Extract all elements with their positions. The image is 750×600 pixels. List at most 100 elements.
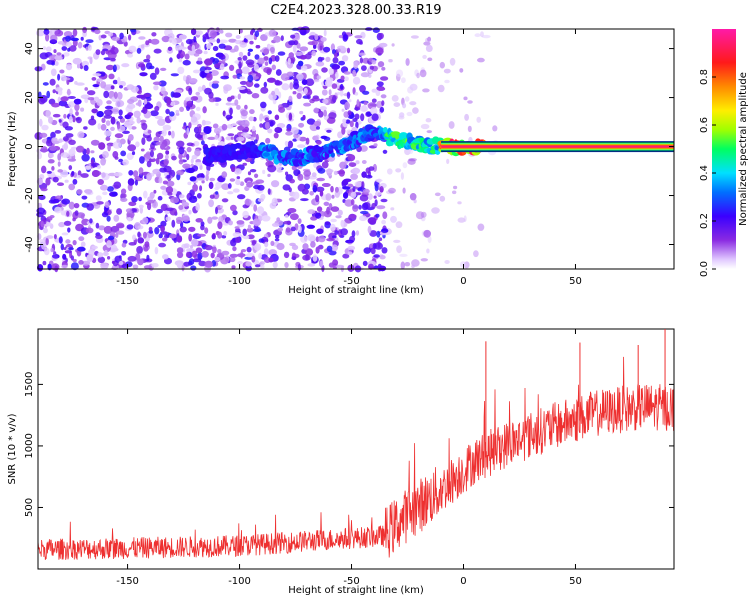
heatmap-cell xyxy=(317,206,323,212)
heatmap-cell xyxy=(307,94,311,100)
heatmap-cell xyxy=(95,49,101,55)
heatmap-cell xyxy=(373,195,377,199)
heatmap-cell xyxy=(97,256,106,264)
heatmap-cell xyxy=(307,263,316,267)
heatmap-cell xyxy=(68,165,73,171)
heatmap-cell xyxy=(402,103,407,109)
ridge-cell xyxy=(334,140,340,145)
heatmap-cell xyxy=(276,217,281,222)
heatmap-cell xyxy=(64,250,72,254)
heatmap-cell xyxy=(170,196,180,204)
spectrogram-panel: -150 -100 -50 0 50 -40 -20 0 20 40 Height of str… xyxy=(7,26,675,296)
heatmap-cell xyxy=(160,231,168,235)
heatmap-cell xyxy=(83,126,88,130)
heatmap-cell xyxy=(82,260,91,266)
heatmap-cell xyxy=(371,59,377,65)
heatmap-cell xyxy=(196,177,206,181)
heatmap-cell xyxy=(138,204,144,209)
heatmap-cell xyxy=(359,57,363,64)
y-tick-label: -20 xyxy=(24,187,35,203)
ridge-cells xyxy=(202,124,489,167)
heatmap-cell xyxy=(45,177,51,186)
heatmap-cell xyxy=(310,241,316,248)
heatmap-cell xyxy=(229,253,238,258)
heatmap-cell xyxy=(42,46,47,51)
heatmap-cell xyxy=(172,92,182,98)
heatmap-cell xyxy=(253,63,259,72)
heatmap-cell xyxy=(139,156,145,164)
heatmap-cell xyxy=(226,124,234,129)
heatmap-cell xyxy=(283,220,292,225)
heatmap-cell xyxy=(120,150,127,157)
heatmap-cell xyxy=(361,202,369,211)
heatmap-cell xyxy=(325,168,334,174)
heatmap-cell xyxy=(201,140,205,146)
heatmap-cell xyxy=(178,159,184,165)
heatmap-cell xyxy=(191,238,199,247)
heatmap-cell xyxy=(297,218,302,225)
heatmap-cell xyxy=(156,209,163,214)
heatmap-cell xyxy=(234,168,242,175)
heatmap-cell xyxy=(281,83,290,91)
heatmap-cell xyxy=(323,46,331,53)
heatmap-cell xyxy=(136,94,146,99)
heatmap-cell xyxy=(297,263,301,271)
heatmap-cell xyxy=(160,143,166,150)
heatmap-cell xyxy=(410,35,419,39)
heatmap-cell xyxy=(103,225,113,234)
heatmap-cell xyxy=(346,91,351,100)
heatmap-cell xyxy=(320,37,327,42)
heatmap-cell xyxy=(211,233,216,240)
heatmap-cell xyxy=(215,206,218,215)
heatmap-cell xyxy=(135,141,140,148)
heatmap-cell xyxy=(221,183,230,191)
heatmap-cell xyxy=(87,44,92,51)
heatmap-cell xyxy=(326,129,332,133)
heatmap-cell xyxy=(221,171,228,179)
heatmap-cell xyxy=(195,247,203,254)
heatmap-cell xyxy=(156,152,164,160)
heatmap-cell xyxy=(157,195,163,201)
heatmap-cell xyxy=(380,76,389,81)
heatmap-cell xyxy=(221,235,227,239)
heatmap-cell xyxy=(165,216,171,222)
heatmap-cell xyxy=(359,41,363,45)
heatmap-cell xyxy=(237,86,246,91)
heatmap-cell xyxy=(376,205,386,210)
heatmap-cell xyxy=(339,83,344,90)
heatmap-cell xyxy=(103,90,110,99)
heatmap-cell xyxy=(81,195,88,200)
heatmap-cell xyxy=(58,236,63,244)
heatmap-cell xyxy=(259,261,265,266)
heatmap-cell xyxy=(90,159,94,165)
heatmap-cell xyxy=(160,225,165,233)
heatmap-cell xyxy=(173,89,183,93)
heatmap-cell xyxy=(208,181,214,189)
heatmap-cell xyxy=(118,109,123,116)
heatmap-cell xyxy=(137,99,142,107)
heatmap-cell xyxy=(242,235,250,240)
heatmap-cell xyxy=(344,101,350,110)
heatmap-cell xyxy=(379,255,386,260)
heatmap-cell xyxy=(218,43,226,49)
heatmap-cell xyxy=(289,242,296,247)
heatmap-cell xyxy=(214,63,221,69)
heatmap-cell xyxy=(342,186,351,190)
heatmap-cell xyxy=(176,247,184,254)
heatmap-cell xyxy=(334,52,338,59)
heatmap-cell xyxy=(68,247,74,251)
heatmap-cell xyxy=(107,255,111,260)
heatmap-cell xyxy=(214,186,220,191)
heatmap-cell xyxy=(186,146,192,153)
heatmap-cell xyxy=(267,173,271,177)
heatmap-cell xyxy=(70,262,79,271)
heatmap-cell xyxy=(197,252,203,260)
heatmap-cell xyxy=(176,219,182,224)
heatmap-cell xyxy=(222,110,226,117)
colorbar: 0.0 0.2 0.4 0.6 0.8 Normalized spectral ampl… xyxy=(699,29,749,277)
heatmap-cell xyxy=(312,184,318,193)
heatmap-cell xyxy=(361,171,367,178)
heatmap-cell xyxy=(225,102,232,106)
heatmap-cell xyxy=(242,55,248,61)
heatmap-cell xyxy=(176,235,183,243)
